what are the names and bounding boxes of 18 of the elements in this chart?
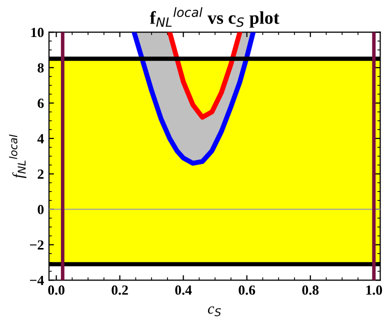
x-axis-title: c$_{S}$: [208, 306, 221, 316]
y-tick-label: 6: [38, 98, 44, 108]
x-tick-label: 0.6: [238, 285, 256, 295]
chart-title: f$_{NL}$$^{local}$ vs c$_{S}$ plot: [150, 7, 280, 28]
x-tick-label: 0.0: [48, 285, 64, 295]
y-axis-title: f$_{NL}$$^{local}$: [9, 134, 26, 178]
x-tick-label: 0.2: [112, 285, 128, 295]
y-tick-label: 8: [38, 63, 44, 73]
x-tick-label: 0.4: [175, 285, 192, 295]
y-tick-label: −2: [30, 240, 44, 250]
x-tick-label: 0.8: [302, 285, 319, 295]
y-tick-label: −4: [30, 276, 44, 285]
x-tick-label: 1.0: [366, 285, 382, 295]
y-tick-label: 4: [37, 134, 44, 144]
y-tick-label: 10: [31, 28, 44, 38]
y-tick-label: 2: [38, 170, 44, 179]
y-tick-label: 0: [38, 204, 44, 214]
line-series: [167, 32, 242, 120]
